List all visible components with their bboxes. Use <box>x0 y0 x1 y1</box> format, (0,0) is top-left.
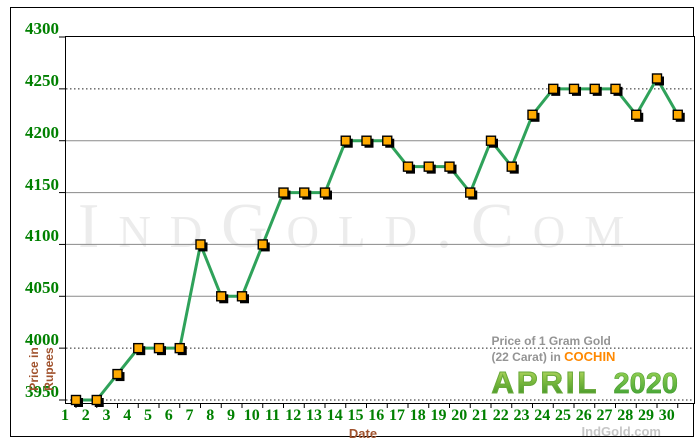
x-axis-title: Date <box>348 426 378 440</box>
x-tick-label: 3 <box>102 407 111 424</box>
data-point-marker <box>423 161 434 172</box>
legend-period: APRIL 2020 <box>491 365 678 401</box>
x-tick-label: 14 <box>326 407 343 424</box>
x-tick-label: 28 <box>617 407 634 424</box>
x-tick-label: 4 <box>123 407 132 424</box>
data-point-marker <box>382 135 393 146</box>
y-tick-label: 4200 <box>25 122 59 142</box>
x-tick-label: 25 <box>555 407 571 424</box>
data-point-marker <box>672 109 683 120</box>
y-axis-title: Price in Rupees <box>27 347 56 391</box>
data-point-marker <box>589 83 600 95</box>
data-point-marker <box>195 239 206 250</box>
watermark-text: IndGold.Com <box>78 190 644 261</box>
x-tick-label: 2 <box>81 407 90 424</box>
x-tick-label: 7 <box>185 407 194 424</box>
y-tick-label: 4100 <box>25 226 59 246</box>
x-tick-label: 20 <box>451 407 468 424</box>
x-tick-label: 22 <box>492 407 509 424</box>
data-point-marker <box>174 342 185 354</box>
x-tick-label: 6 <box>164 407 173 424</box>
data-point-marker <box>361 135 372 146</box>
data-point-marker <box>299 187 310 198</box>
data-point-marker <box>216 291 227 302</box>
data-point-marker <box>485 135 497 146</box>
x-tick-label: 23 <box>513 407 530 424</box>
data-point-marker <box>340 135 351 146</box>
data-point-marker <box>402 161 414 172</box>
x-tick-label: 26 <box>575 407 592 424</box>
data-point-marker <box>133 342 144 354</box>
data-point-marker <box>278 187 289 198</box>
x-tick-label: 16 <box>368 407 385 424</box>
x-tick-label: 17 <box>389 407 405 424</box>
data-point-marker <box>610 83 621 95</box>
data-point-marker <box>257 239 268 250</box>
data-point-marker <box>319 187 331 198</box>
price-line-chart <box>59 36 694 408</box>
data-point-marker <box>527 109 538 120</box>
plot-area: IndGold.Com Price of 1 Gram Gold (22 Car… <box>59 36 695 408</box>
y-tick-label: 3950 <box>25 382 59 401</box>
x-tick-label: 15 <box>347 407 364 424</box>
data-point-marker <box>631 109 642 120</box>
data-point-marker <box>651 73 663 84</box>
y-tick-label: 4150 <box>25 174 59 194</box>
data-point-marker <box>153 342 165 354</box>
x-tick-label: 8 <box>206 407 215 424</box>
legend-title-line1: Price of 1 Gram Gold <box>491 334 611 348</box>
x-tick-label: 13 <box>306 407 322 424</box>
x-tick-label: 10 <box>243 407 260 424</box>
data-point-marker <box>568 83 580 95</box>
legend-carat-text: (22 Carat) in <box>491 350 565 364</box>
data-point-marker <box>91 394 102 406</box>
data-point-marker <box>465 187 476 198</box>
x-tick-label: 27 <box>596 407 613 424</box>
legend-city-label: COCHIN <box>564 349 616 364</box>
x-tick-label: 30 <box>658 407 675 424</box>
month-label: APRIL <box>491 365 600 401</box>
x-tick-label: 1 <box>61 407 69 424</box>
data-point-marker <box>112 368 123 380</box>
data-point-marker <box>444 161 455 172</box>
x-tick-label: 21 <box>472 407 488 424</box>
x-tick-label: 24 <box>534 407 551 424</box>
y-tick-label: 4250 <box>25 70 59 90</box>
chart-legend: Price of 1 Gram Gold (22 Carat) in COCHI… <box>491 334 678 401</box>
data-point-marker <box>506 161 517 172</box>
x-tick-label: 29 <box>638 407 654 424</box>
x-tick-label: 12 <box>285 407 302 424</box>
x-tick-label: 18 <box>409 407 426 424</box>
data-point-marker <box>548 83 559 95</box>
y-tick-label: 4000 <box>25 330 59 350</box>
x-tick-label: 19 <box>430 407 447 424</box>
site-credit: IndGold.com <box>581 424 661 439</box>
x-tick-label: 11 <box>264 407 281 424</box>
y-tick-label: 4300 <box>25 19 59 38</box>
chart-frame: IndGold.Com Price of 1 Gram Gold (22 Car… <box>10 7 695 440</box>
data-point-marker <box>70 394 82 406</box>
year-label: 2020 <box>613 368 678 401</box>
x-tick-label: 9 <box>227 407 235 424</box>
x-tick-label: 5 <box>144 407 152 424</box>
data-point-marker <box>236 291 248 302</box>
y-tick-label: 4050 <box>25 278 59 298</box>
legend-title-line2: (22 Carat) in COCHIN <box>491 349 678 364</box>
